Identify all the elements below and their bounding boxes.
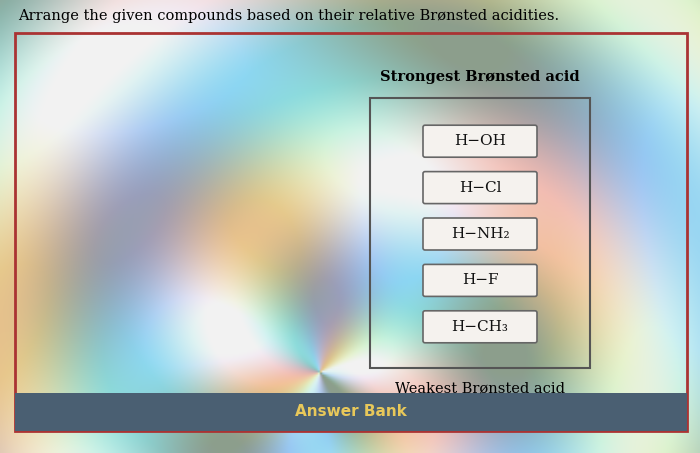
FancyBboxPatch shape xyxy=(423,265,537,296)
FancyBboxPatch shape xyxy=(423,218,537,250)
Text: H−OH: H−OH xyxy=(454,134,506,148)
Text: Weakest Brønsted acid: Weakest Brønsted acid xyxy=(395,382,565,396)
FancyBboxPatch shape xyxy=(423,172,537,203)
Text: H−CH₃: H−CH₃ xyxy=(452,320,508,334)
Text: H−Cl: H−Cl xyxy=(458,181,501,195)
FancyBboxPatch shape xyxy=(423,125,537,157)
FancyBboxPatch shape xyxy=(423,311,537,343)
Text: Answer Bank: Answer Bank xyxy=(295,405,407,419)
Text: H−F: H−F xyxy=(462,274,498,287)
Text: Arrange the given compounds based on their relative Brønsted acidities.: Arrange the given compounds based on the… xyxy=(18,9,559,23)
Text: Strongest Brønsted acid: Strongest Brønsted acid xyxy=(380,70,580,84)
FancyBboxPatch shape xyxy=(15,393,687,431)
Text: H−NH₂: H−NH₂ xyxy=(451,227,510,241)
